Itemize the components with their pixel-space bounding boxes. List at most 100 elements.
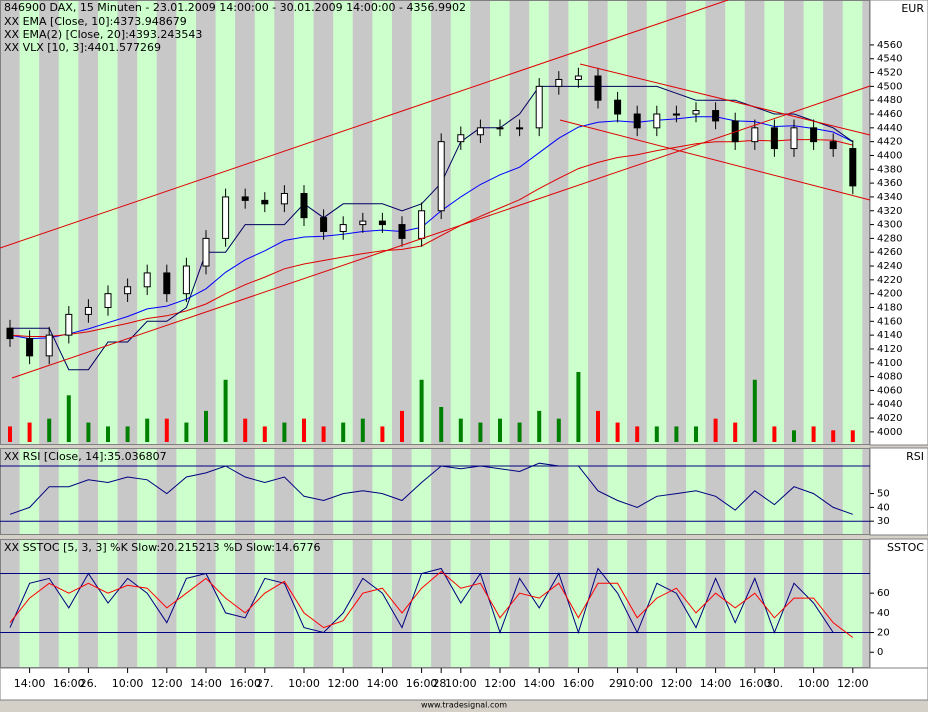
- stripe: [666, 448, 686, 535]
- volume-bar: [635, 426, 640, 442]
- stripe: [235, 448, 255, 535]
- series-line: [9, 462, 853, 515]
- candle-body: [672, 113, 680, 116]
- series-line: [10, 85, 854, 371]
- stripe: [352, 448, 373, 535]
- stripe: [0, 539, 20, 668]
- volume-bar: [733, 422, 738, 442]
- y-tick-label: 4400: [877, 150, 902, 161]
- volume-bar: [772, 426, 777, 442]
- x-tick-label: 14:00: [700, 677, 732, 690]
- stripe: [686, 0, 706, 445]
- legend-entry: XX SSTOC [5, 3, 3] %K Slow:20.215213: [4, 541, 220, 554]
- trend-line: [559, 119, 871, 201]
- trend-line: [11, 85, 871, 379]
- stripe: [725, 448, 745, 535]
- candle-body: [241, 196, 249, 201]
- stripe: [784, 539, 804, 668]
- stripe: [156, 448, 177, 535]
- x-tick-label: 10:00: [798, 677, 830, 690]
- stripe: [333, 539, 353, 668]
- volume-bar: [850, 430, 855, 442]
- stripe: [39, 0, 59, 445]
- stripe: [607, 0, 628, 445]
- candle-body: [614, 99, 622, 115]
- volume-bar: [831, 430, 836, 442]
- x-tick-label: 16:00: [563, 677, 595, 690]
- y-tick-label: 4520: [877, 68, 902, 79]
- stripe: [627, 539, 647, 668]
- y-tick-label: 4000: [877, 427, 902, 438]
- volume-bar: [341, 422, 346, 442]
- candle-body: [65, 313, 73, 336]
- x-tick-label: 16:00: [406, 677, 438, 690]
- stripe: [607, 539, 628, 668]
- candle-body: [751, 127, 759, 143]
- candle-body: [437, 141, 445, 212]
- stripe: [627, 448, 647, 535]
- stripe: [803, 0, 824, 445]
- stripe: [862, 539, 870, 668]
- x-tick-label: 28.: [432, 677, 450, 690]
- stripe: [588, 0, 608, 445]
- volume-bar: [478, 422, 483, 442]
- x-tick-label: 29.: [609, 677, 627, 690]
- x-tick-label: 10:00: [112, 677, 144, 690]
- stripe: [431, 539, 451, 668]
- y-tick-label: 4380: [877, 164, 902, 175]
- y-tick-label: 4080: [877, 372, 902, 383]
- legend-entry: %D Slow:14.6776: [224, 541, 321, 554]
- legend-entry: XX EMA [Close, 10]:4373.948679: [4, 15, 187, 28]
- stripe: [529, 0, 549, 445]
- stripe: [58, 448, 79, 535]
- series-line: [9, 567, 853, 635]
- y-tick-label: 4480: [877, 95, 902, 106]
- y-tick-label: 20: [877, 628, 890, 639]
- stripe: [627, 0, 647, 445]
- stripe: [548, 0, 569, 445]
- volume-bar: [537, 410, 542, 442]
- stripe: [254, 0, 275, 445]
- candle-body: [535, 85, 543, 129]
- candle-body: [594, 75, 602, 101]
- candle-body: [6, 327, 14, 340]
- volume-bar: [439, 407, 444, 442]
- stripe: [58, 539, 79, 668]
- candle-body: [849, 148, 857, 187]
- y-tick-label: 50: [877, 489, 890, 500]
- stripe: [78, 448, 98, 535]
- stripe: [725, 0, 745, 445]
- stripe: [372, 448, 392, 535]
- candle-body: [633, 113, 641, 129]
- volume-bar: [556, 418, 561, 442]
- candle-body: [300, 192, 308, 219]
- y-tick-label: 4200: [877, 289, 902, 300]
- y-tick-label: 40: [877, 502, 890, 513]
- stripe: [98, 0, 118, 445]
- stripe: [156, 0, 177, 445]
- stripe: [568, 0, 588, 445]
- volume-bar: [792, 430, 796, 442]
- stripe: [431, 0, 451, 445]
- stripe: [137, 448, 157, 535]
- candle-body: [418, 210, 426, 239]
- stripe: [196, 539, 216, 668]
- stripe: [509, 448, 530, 535]
- stripe: [235, 0, 255, 445]
- y-tick-label: 4260: [877, 247, 902, 258]
- candle-body: [202, 237, 210, 267]
- x-tick-label: 30.: [766, 677, 784, 690]
- y-tick-label: 4100: [877, 358, 902, 369]
- stripe: [529, 539, 549, 668]
- volume-bar: [694, 426, 698, 442]
- trend-lines: [0, 0, 871, 379]
- stripe: [176, 448, 196, 535]
- stripe: [744, 0, 765, 445]
- candle-body: [163, 272, 171, 295]
- stripe: [509, 539, 530, 668]
- volume-bar: [517, 422, 522, 442]
- volume-bar: [86, 422, 91, 442]
- stripe: [509, 0, 530, 445]
